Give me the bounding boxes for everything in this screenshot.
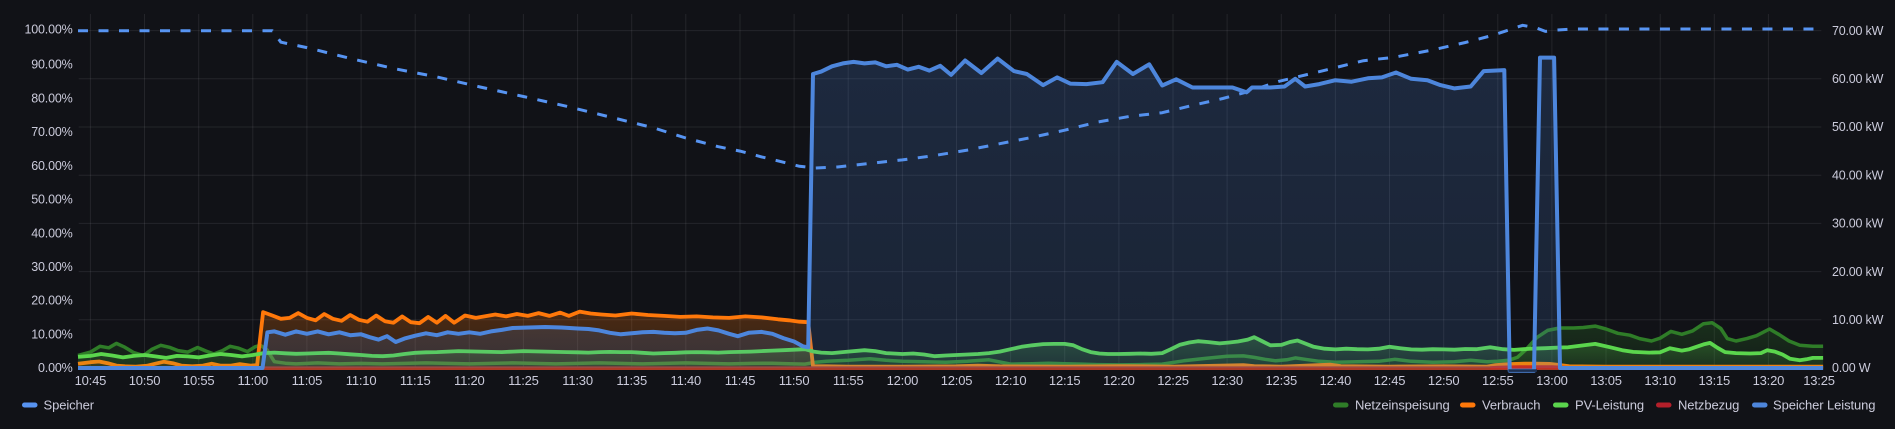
- svg-text:90.00%: 90.00%: [31, 58, 72, 72]
- svg-text:11:20: 11:20: [454, 373, 485, 388]
- svg-text:11:15: 11:15: [400, 373, 431, 388]
- svg-text:13:10: 13:10: [1644, 373, 1676, 388]
- svg-text:100.00%: 100.00%: [25, 22, 73, 36]
- svg-text:10.00 kW: 10.00 kW: [1832, 313, 1884, 327]
- svg-text:Netzbezug: Netzbezug: [1678, 398, 1739, 413]
- svg-text:12:45: 12:45: [1374, 373, 1406, 388]
- svg-text:12:30: 12:30: [1211, 373, 1243, 388]
- svg-text:Verbrauch: Verbrauch: [1482, 398, 1540, 413]
- svg-text:10:55: 10:55: [183, 373, 215, 388]
- svg-text:40.00 kW: 40.00 kW: [1832, 168, 1884, 182]
- svg-text:12:55: 12:55: [1482, 373, 1514, 388]
- svg-text:0.00 W: 0.00 W: [1832, 361, 1871, 375]
- svg-text:40.00%: 40.00%: [31, 226, 72, 240]
- svg-text:12:50: 12:50: [1428, 373, 1460, 388]
- svg-text:13:05: 13:05: [1590, 373, 1622, 388]
- svg-text:70.00%: 70.00%: [31, 125, 72, 139]
- svg-text:13:15: 13:15: [1699, 373, 1731, 388]
- svg-text:11:05: 11:05: [292, 373, 323, 388]
- svg-text:Speicher Leistung: Speicher Leistung: [1773, 398, 1875, 413]
- svg-text:11:55: 11:55: [833, 373, 864, 388]
- svg-text:30.00 kW: 30.00 kW: [1832, 217, 1884, 231]
- svg-text:12:00: 12:00: [887, 373, 919, 388]
- svg-text:11:30: 11:30: [562, 373, 593, 388]
- svg-text:11:35: 11:35: [616, 373, 647, 388]
- svg-text:50.00 kW: 50.00 kW: [1832, 120, 1884, 134]
- svg-text:13:00: 13:00: [1536, 373, 1568, 388]
- svg-text:11:00: 11:00: [238, 373, 269, 388]
- svg-text:20.00%: 20.00%: [31, 294, 72, 308]
- svg-text:12:05: 12:05: [941, 373, 973, 388]
- svg-text:60.00 kW: 60.00 kW: [1832, 72, 1884, 86]
- svg-text:50.00%: 50.00%: [31, 193, 72, 207]
- svg-text:20.00 kW: 20.00 kW: [1832, 265, 1884, 279]
- svg-text:12:20: 12:20: [1103, 373, 1135, 388]
- svg-text:12:10: 12:10: [995, 373, 1027, 388]
- svg-text:70.00 kW: 70.00 kW: [1832, 24, 1884, 38]
- svg-text:12:35: 12:35: [1266, 373, 1298, 388]
- svg-text:12:15: 12:15: [1049, 373, 1081, 388]
- svg-text:30.00%: 30.00%: [31, 260, 72, 274]
- svg-text:Speicher: Speicher: [44, 398, 95, 413]
- svg-text:PV-Leistung: PV-Leistung: [1575, 398, 1644, 413]
- svg-text:11:10: 11:10: [346, 373, 377, 388]
- svg-text:10:50: 10:50: [129, 373, 161, 388]
- svg-text:11:40: 11:40: [671, 373, 702, 388]
- svg-text:12:25: 12:25: [1157, 373, 1189, 388]
- svg-text:13:20: 13:20: [1753, 373, 1785, 388]
- svg-text:10.00%: 10.00%: [31, 328, 72, 342]
- svg-text:10:45: 10:45: [75, 373, 107, 388]
- svg-text:11:50: 11:50: [779, 373, 810, 388]
- svg-text:60.00%: 60.00%: [31, 159, 72, 173]
- svg-text:11:45: 11:45: [725, 373, 756, 388]
- svg-text:12:40: 12:40: [1320, 373, 1352, 388]
- svg-text:13:25: 13:25: [1803, 373, 1835, 388]
- svg-text:0.00%: 0.00%: [38, 361, 73, 375]
- svg-text:11:25: 11:25: [508, 373, 539, 388]
- svg-text:Netzeinspeisung: Netzeinspeisung: [1355, 398, 1450, 413]
- svg-text:80.00%: 80.00%: [31, 91, 72, 105]
